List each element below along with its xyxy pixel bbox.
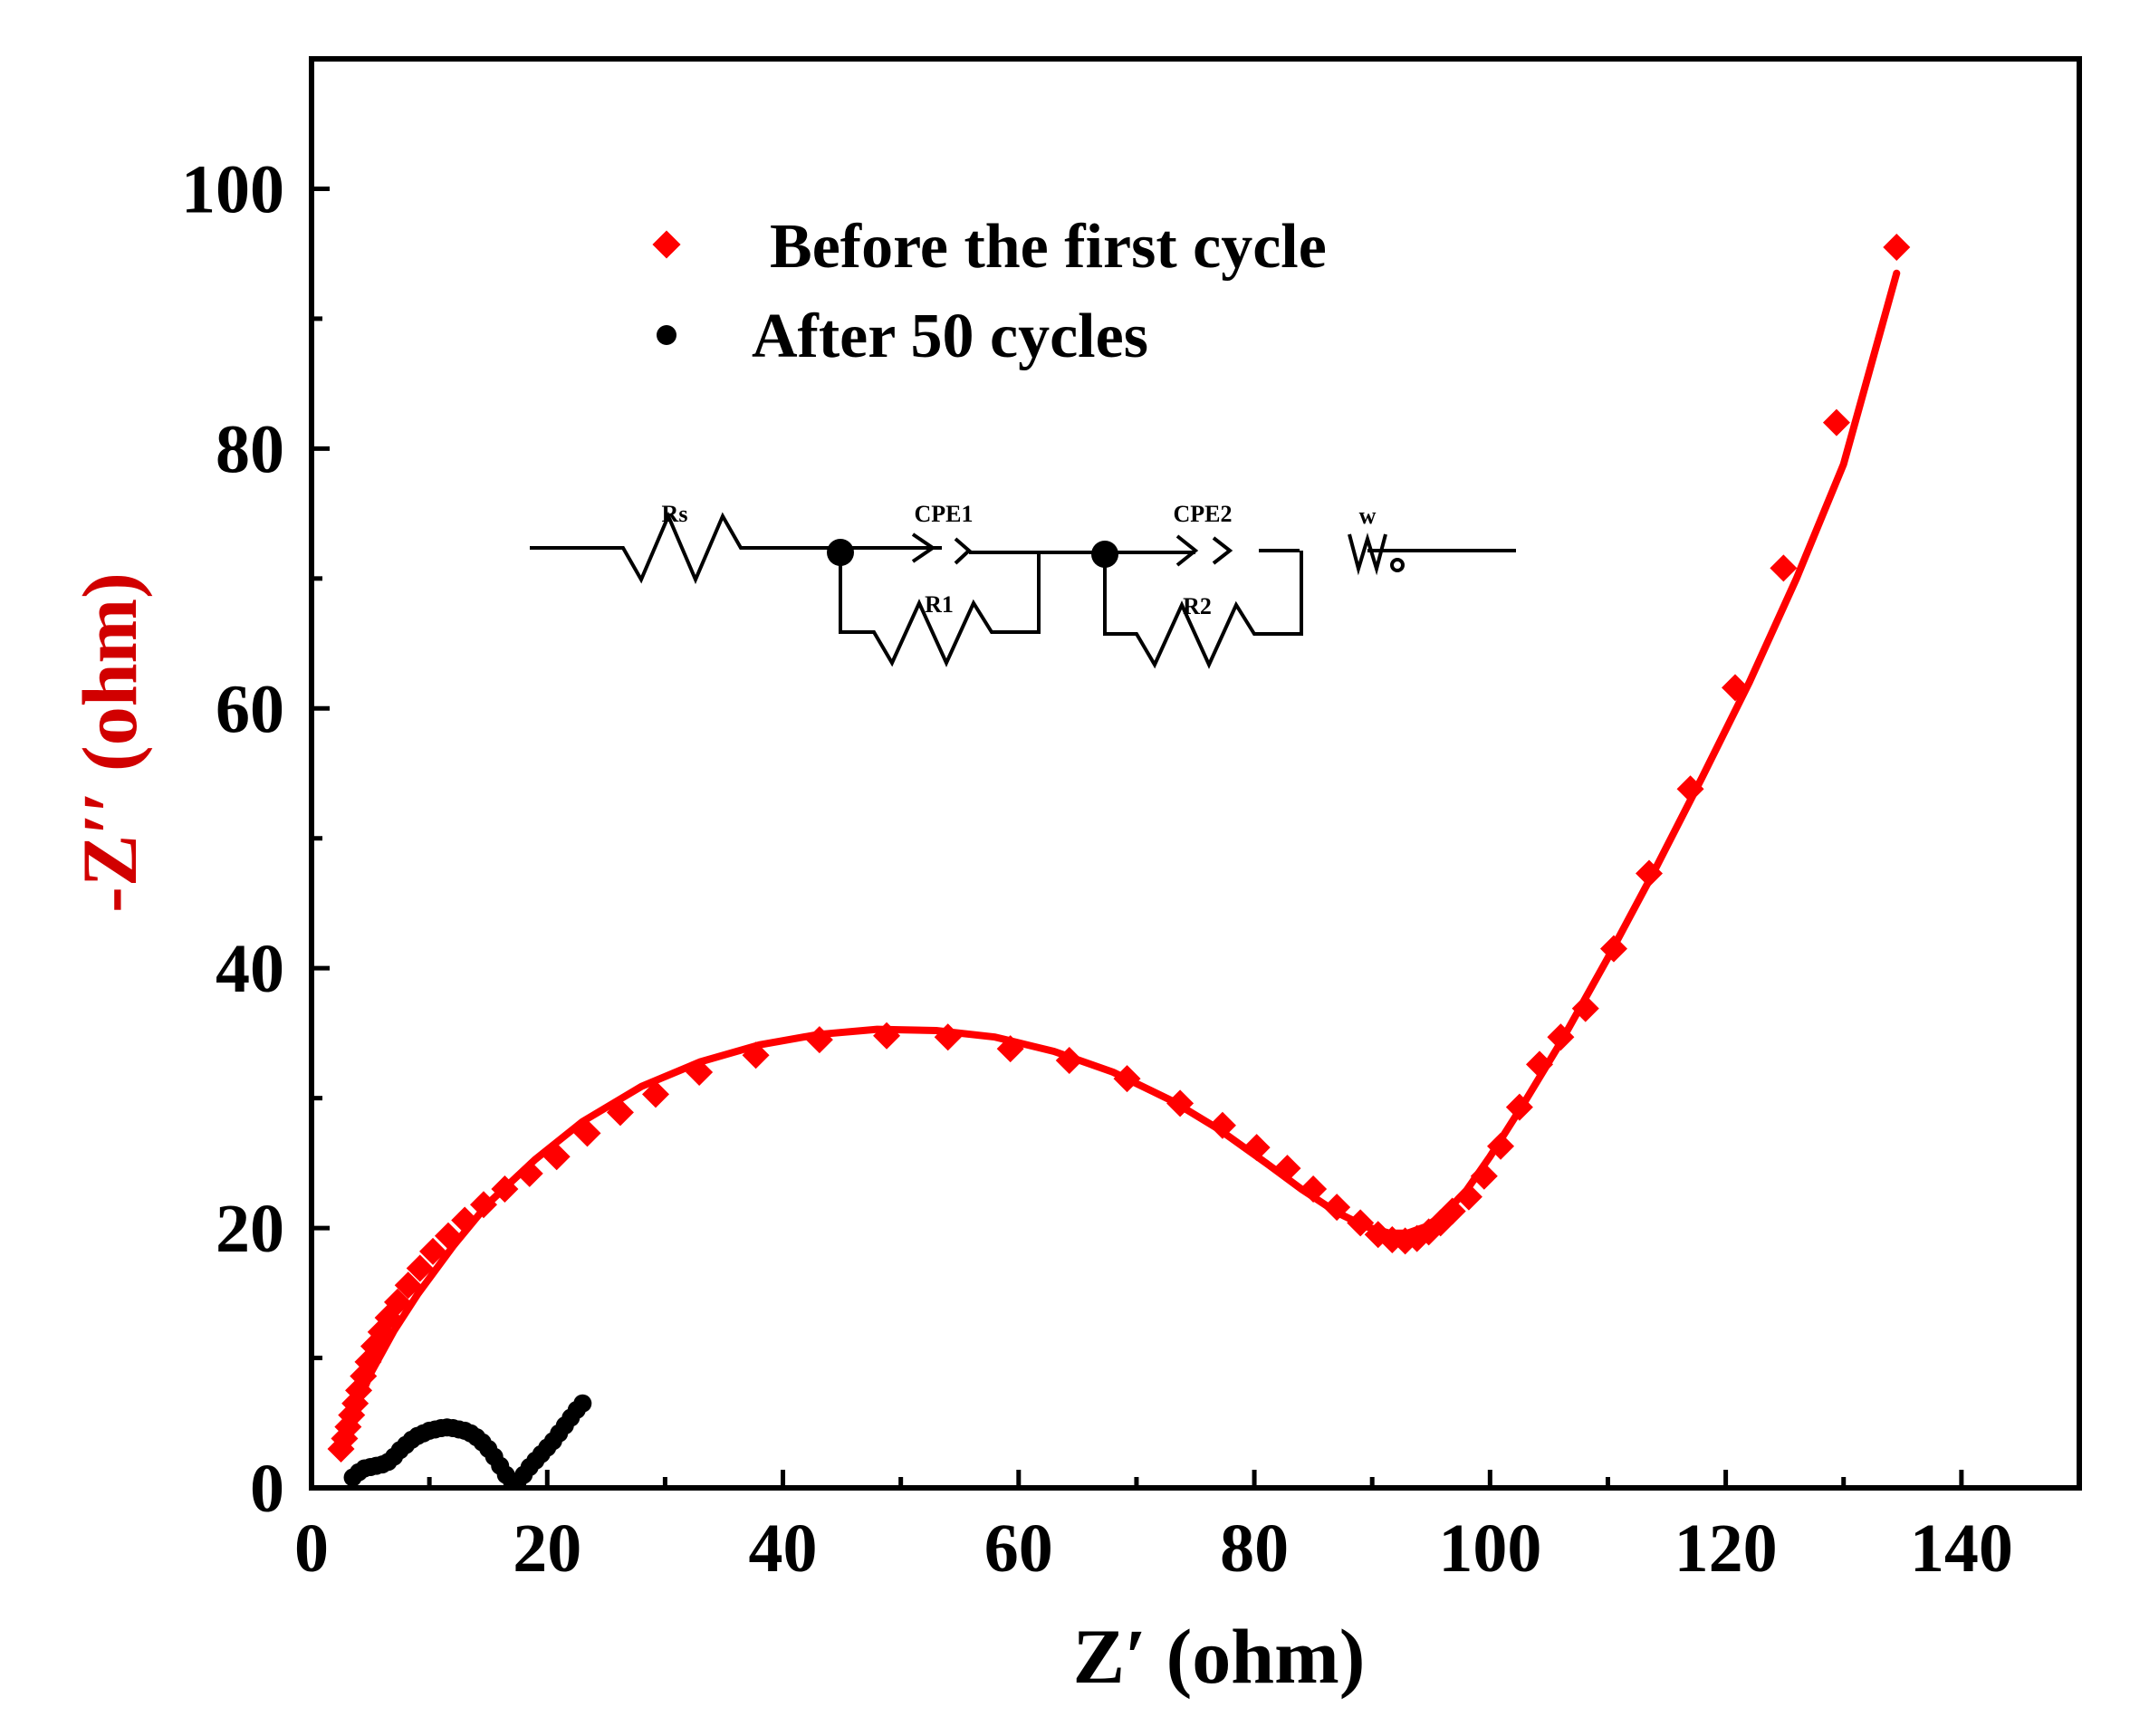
data-point-before-first-cycle (1166, 1089, 1195, 1117)
legend-marker-before-first-cycle (652, 230, 681, 259)
plot-frame (309, 56, 2082, 1491)
y-tick-label: 60 (216, 671, 284, 747)
circuit-arrow-2 (1175, 534, 1199, 567)
circuit-label-cpe2: CPE2 (1174, 501, 1233, 527)
data-point-before-first-cycle (1273, 1155, 1301, 1183)
data-point-before-first-cycle (934, 1023, 962, 1051)
legend-label-after-50-cycles: After 50 cycles (752, 302, 1148, 371)
data-point-before-first-cycle (1438, 1197, 1466, 1225)
data-point-before-first-cycle (1571, 994, 1599, 1022)
data-points-layer (327, 234, 1911, 1491)
data-point-before-first-cycle (469, 1191, 497, 1219)
circuit-label-rs: Rs (662, 501, 688, 527)
data-point-before-first-cycle (742, 1041, 770, 1069)
data-point-before-first-cycle (1208, 1111, 1236, 1139)
legend: Before the first cycle After 50 cycles (652, 212, 1327, 371)
y-axis-title: -Z′′ (ohm) (66, 572, 153, 913)
circuit-label-r1: R1 (925, 591, 954, 618)
circuit-label-cpe1: CPE1 (915, 501, 974, 527)
x-tick-label: 40 (749, 1511, 818, 1587)
x-tick-label: 60 (984, 1511, 1053, 1587)
data-point-before-first-cycle (1300, 1175, 1328, 1204)
x-axis-title: Z′ (ohm) (1073, 1613, 1366, 1700)
data-point-before-first-cycle (1055, 1047, 1083, 1075)
equivalent-circuit-inset (530, 511, 1516, 669)
data-point-before-first-cycle (515, 1159, 543, 1187)
data-point-before-first-cycle (491, 1175, 519, 1204)
data-point-before-first-cycle (1242, 1134, 1271, 1162)
data-point-before-first-cycle (406, 1254, 434, 1282)
legend-marker-after-50-cycles (657, 325, 676, 345)
data-point-before-first-cycle (542, 1143, 571, 1171)
data-point-before-first-cycle (1883, 234, 1911, 262)
data-point-before-first-cycle (1347, 1209, 1375, 1237)
y-tick-label: 100 (181, 151, 284, 227)
data-point-before-first-cycle (434, 1222, 462, 1250)
data-point-before-first-cycle (573, 1119, 601, 1147)
x-tick-label: 100 (1438, 1511, 1541, 1587)
data-point-before-first-cycle (1547, 1023, 1575, 1051)
data-point-before-first-cycle (419, 1237, 447, 1265)
data-point-before-first-cycle (1525, 1050, 1553, 1079)
data-point-before-first-cycle (1470, 1162, 1498, 1190)
circuit-node-1 (827, 539, 854, 566)
x-tick-label: 120 (1674, 1511, 1778, 1587)
circuit-label-r2: R2 (1183, 593, 1212, 619)
y-tick-label: 0 (250, 1451, 284, 1527)
data-point-after-50-cycles (573, 1394, 592, 1413)
data-point-before-first-cycle (1323, 1194, 1351, 1222)
y-tick-label: 40 (216, 931, 284, 1007)
circuit-node-2 (1091, 541, 1118, 568)
legend-label-before-first-cycle: Before the first cycle (770, 212, 1327, 282)
circuit-label-w: w (1359, 503, 1377, 529)
data-point-before-first-cycle (996, 1035, 1024, 1063)
data-point-before-first-cycle (873, 1021, 901, 1050)
circuit-arrow-1 (911, 532, 936, 563)
data-point-before-first-cycle (641, 1080, 669, 1108)
x-tick-label: 20 (513, 1511, 581, 1587)
data-point-before-first-cycle (1722, 674, 1750, 702)
x-tick-label: 80 (1220, 1511, 1289, 1587)
data-point-before-first-cycle (1599, 935, 1627, 963)
axes-layer: 0 20 40 60 80 100 120 140 0 20 40 60 80 100 (181, 56, 2082, 1587)
cpe2-symbol (1212, 536, 1233, 565)
data-point-before-first-cycle (394, 1271, 422, 1300)
y-tick-label: 80 (216, 411, 284, 487)
data-point-before-first-cycle (686, 1058, 714, 1086)
data-point-before-first-cycle (383, 1288, 411, 1316)
data-point-before-first-cycle (451, 1206, 479, 1234)
x-tick-label: 140 (1910, 1511, 2013, 1587)
warburg-subscript (1390, 558, 1405, 572)
y-tick-label: 20 (216, 1191, 284, 1267)
data-point-before-first-cycle (1487, 1132, 1515, 1160)
data-point-before-first-cycle (805, 1026, 833, 1054)
warburg-symbol (1348, 532, 1387, 576)
data-point-before-first-cycle (1636, 859, 1664, 887)
cpe1-symbol (954, 537, 972, 565)
x-tick-label: 0 (294, 1511, 329, 1587)
data-point-before-first-cycle (1822, 408, 1850, 436)
data-point-before-first-cycle (1113, 1065, 1141, 1093)
data-point-before-first-cycle (606, 1098, 634, 1127)
data-point-before-first-cycle (1454, 1183, 1482, 1211)
data-point-before-first-cycle (1676, 775, 1704, 803)
data-point-before-first-cycle (1505, 1093, 1533, 1121)
data-point-before-first-cycle (1770, 554, 1798, 582)
